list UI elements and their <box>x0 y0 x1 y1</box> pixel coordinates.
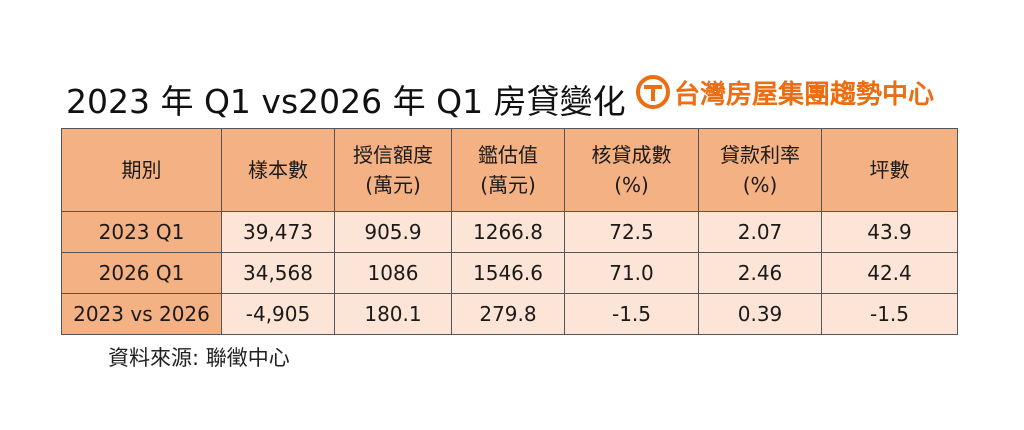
cell-interest-rate: 2.46 <box>698 252 822 294</box>
header-appraisal-value: 鑑估值 (萬元) <box>451 128 565 212</box>
cell-sample-count: -4,905 <box>221 293 335 335</box>
brand-logo: 台灣房屋集團趨勢中心 <box>636 72 934 112</box>
cell-credit-amount: 180.1 <box>334 293 452 335</box>
page-title: 2023 年 Q1 vs2026 年 Q1 房貸變化 <box>66 82 626 121</box>
cell-appraisal-value: 279.8 <box>451 293 565 335</box>
cell-interest-rate: 2.07 <box>698 211 822 253</box>
cell-credit-amount: 905.9 <box>334 211 452 253</box>
cell-sample-count: 39,473 <box>221 211 335 253</box>
cell-loan-ratio: 71.0 <box>564 252 699 294</box>
mortgage-table: 期別 樣本數 授信額度 (萬元) 鑑估值 (萬元) 核貸成數 (%) 貸款利率 (%) … <box>61 128 958 335</box>
table-row: 2023 Q1 39,473 905.9 1266.8 72.5 2.07 43… <box>61 211 958 253</box>
header-interest-rate: 貸款利率 (%) <box>698 128 822 212</box>
table-row: 2026 Q1 34,568 1086 1546.6 71.0 2.46 42.… <box>61 252 958 294</box>
header-sample-count: 樣本數 <box>221 128 335 212</box>
row-period: 2023 vs 2026 <box>61 293 222 335</box>
cell-loan-ratio: -1.5 <box>564 293 699 335</box>
cell-ping-area: -1.5 <box>821 293 958 335</box>
header-ping-area: 坪數 <box>821 128 958 212</box>
cell-ping-area: 43.9 <box>821 211 958 253</box>
cell-ping-area: 42.4 <box>821 252 958 294</box>
cell-appraisal-value: 1546.6 <box>451 252 565 294</box>
row-period: 2026 Q1 <box>61 252 222 294</box>
header-loan-ratio: 核貸成數 (%) <box>564 128 699 212</box>
header-period: 期別 <box>61 128 222 212</box>
cell-interest-rate: 0.39 <box>698 293 822 335</box>
cell-loan-ratio: 72.5 <box>564 211 699 253</box>
table-row: 2023 vs 2026 -4,905 180.1 279.8 -1.5 0.3… <box>61 293 958 335</box>
table-header-row: 期別 樣本數 授信額度 (萬元) 鑑估值 (萬元) 核貸成數 (%) 貸款利率 (%) … <box>61 128 958 212</box>
cell-credit-amount: 1086 <box>334 252 452 294</box>
brand-name: 台灣房屋集團趨勢中心 <box>674 79 935 110</box>
cell-appraisal-value: 1266.8 <box>451 211 565 253</box>
row-period: 2023 Q1 <box>61 211 222 253</box>
cell-sample-count: 34,568 <box>221 252 335 294</box>
header-credit-amount: 授信額度 (萬元) <box>334 128 452 212</box>
taiwan-realty-logo-icon <box>636 75 670 109</box>
source-note: 資料來源: 聯徵中心 <box>108 346 290 370</box>
